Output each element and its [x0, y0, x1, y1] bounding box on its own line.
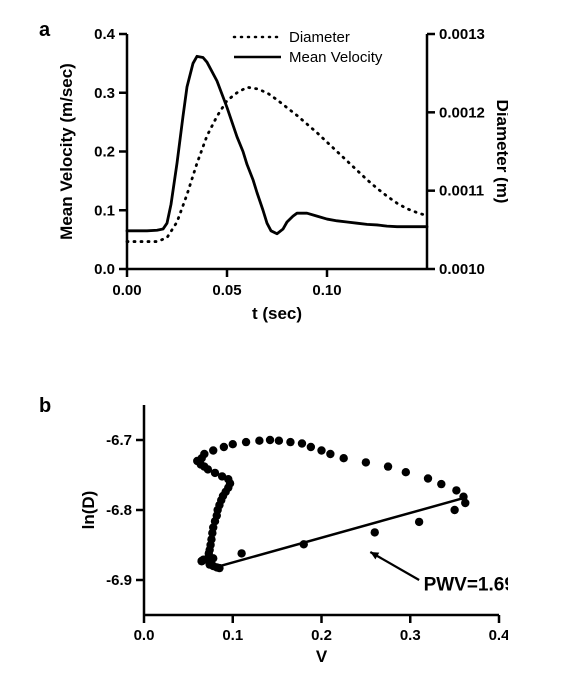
- yr-tick-label: 0.0013: [439, 26, 485, 43]
- scatter-point: [452, 486, 460, 494]
- legend-label-diameter: Diameter: [289, 29, 350, 46]
- scatter-point: [300, 540, 308, 548]
- x-axis-label: t (sec): [252, 304, 302, 323]
- scatter-point: [424, 474, 432, 482]
- yl-tick-label: 0.3: [94, 85, 115, 102]
- panel-a: a 0.00 0.05 0.10 t (sec) 0.0 0.1 0.2 0.3 0.4 Mean …: [39, 14, 508, 334]
- x-tick-label: 0.4: [489, 627, 508, 644]
- scatter-point: [402, 468, 410, 476]
- x-axis-label: V: [316, 647, 328, 666]
- series-diameter: [127, 87, 427, 241]
- yl-axis-label: Mean Velocity (m/sec): [57, 63, 76, 240]
- x-tick-label: 0.0: [134, 627, 155, 644]
- scatter-point: [317, 446, 325, 454]
- fit-line: [215, 498, 464, 567]
- scatter-point: [298, 439, 306, 447]
- scatter-point: [371, 528, 379, 536]
- x-tick-label: 0.2: [311, 627, 332, 644]
- x-tick-label: 0.10: [312, 282, 341, 299]
- scatter-point: [237, 549, 245, 557]
- figure-page: a 0.00 0.05 0.10 t (sec) 0.0 0.1 0.2 0.3 0.4 Mean …: [0, 0, 571, 700]
- yr-tick-label: 0.0012: [439, 104, 485, 121]
- panel-a-label: a: [39, 19, 51, 41]
- scatter-point: [275, 437, 283, 445]
- scatter-point: [255, 437, 263, 445]
- yl-tick-label: 0.4: [94, 26, 116, 43]
- scatter-point: [459, 493, 467, 501]
- annotation-arrow: [370, 552, 419, 580]
- scatter-point: [209, 446, 217, 454]
- panel-b-label: b: [39, 395, 51, 417]
- yr-axis-label: Diameter (m): [493, 100, 508, 204]
- scatter-point: [437, 480, 445, 488]
- yr-tick-label: 0.0010: [439, 261, 485, 278]
- y-tick-label: -6.9: [106, 572, 132, 589]
- y-axis-label: ln(D): [79, 491, 98, 530]
- x-tick-label: 0.05: [212, 282, 241, 299]
- scatter-point: [220, 443, 228, 451]
- series-velocity: [127, 56, 427, 233]
- scatter-point: [415, 518, 423, 526]
- scatter-point: [339, 454, 347, 462]
- x-tick-label: 0.1: [222, 627, 243, 644]
- yl-tick-label: 0.2: [94, 144, 115, 161]
- scatter-point: [362, 458, 370, 466]
- annotation-text: PWV=1.69 m/sec: [424, 575, 508, 596]
- panel-a-svg: a 0.00 0.05 0.10 t (sec) 0.0 0.1 0.2 0.3 0.4 Mean …: [39, 14, 508, 334]
- scatter-point: [384, 462, 392, 470]
- yl-tick-label: 0.1: [94, 202, 115, 219]
- yr-tick-label: 0.0011: [439, 183, 484, 200]
- scatter-point: [266, 436, 274, 444]
- y-tick-label: -6.7: [106, 432, 132, 449]
- scatter-point: [229, 440, 237, 448]
- scatter-point: [215, 564, 223, 572]
- y-tick-label: -6.8: [106, 502, 132, 519]
- panel-b-svg: b 0.0 0.1 0.2 0.3 0.4 V -6.7 -6.8 -6.9 ln(D) PWV=1.…: [39, 390, 508, 680]
- scatter-point: [326, 450, 334, 458]
- scatter-point: [307, 443, 315, 451]
- scatter-point: [450, 506, 458, 514]
- scatter-point: [286, 438, 294, 446]
- x-tick-label: 0.3: [400, 627, 421, 644]
- yl-tick-label: 0.0: [94, 261, 115, 278]
- legend-label-velocity: Mean Velocity: [289, 49, 383, 66]
- panel-b: b 0.0 0.1 0.2 0.3 0.4 V -6.7 -6.8 -6.9 ln(D) PWV=1.…: [39, 390, 508, 680]
- scatter-point: [242, 438, 250, 446]
- x-tick-label: 0.00: [112, 282, 141, 299]
